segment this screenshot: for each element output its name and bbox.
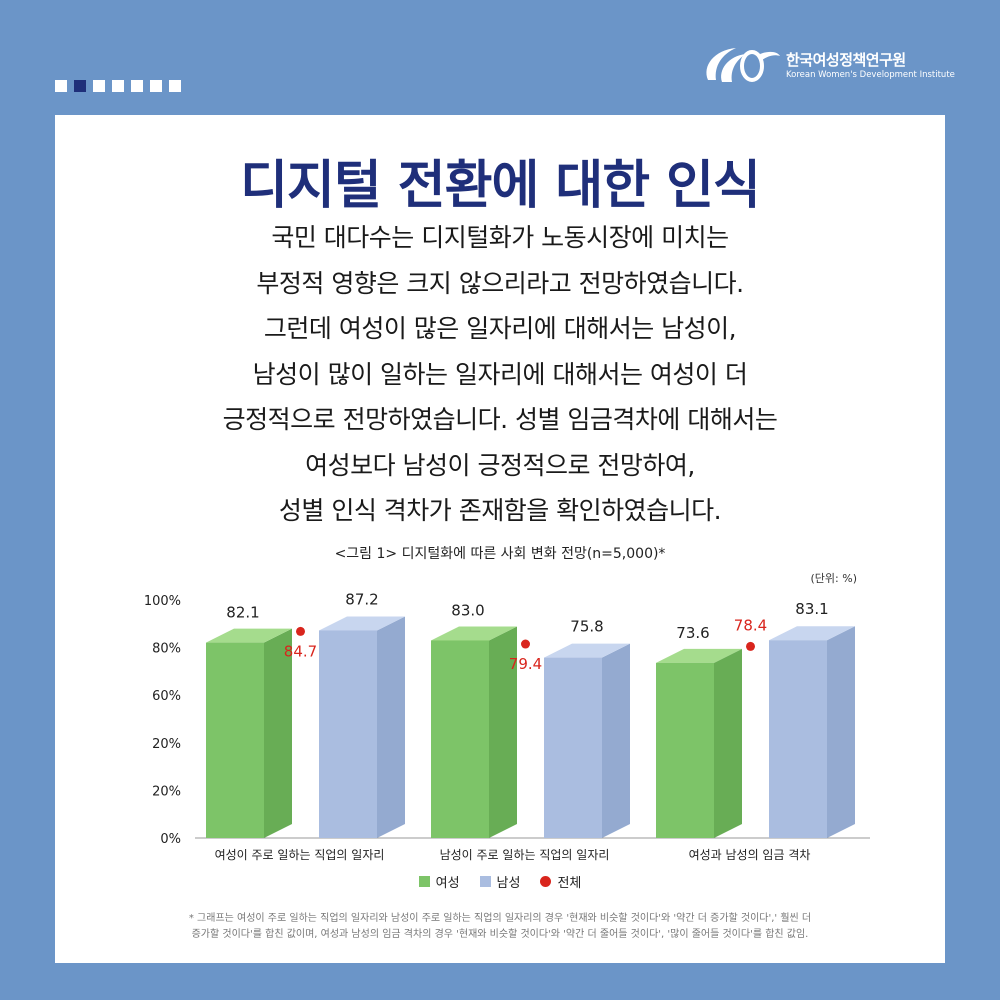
dot bbox=[112, 80, 124, 92]
org-name-korean: 한국여성정책연구원 bbox=[786, 51, 906, 69]
y-tick-label: 20% bbox=[152, 737, 181, 752]
marker-total bbox=[521, 639, 530, 649]
category-label: 여성이 주로 일하는 직업의 일자리 bbox=[215, 848, 385, 862]
legend-label-male: 남성 bbox=[496, 876, 521, 891]
body-line: 국민 대다수는 디지털화가 노동시장에 미치는 bbox=[271, 223, 729, 252]
page-title: 디지털 전환에 대한 인식 bbox=[240, 156, 761, 216]
data-label-total: 79.4 bbox=[509, 655, 542, 673]
bar-male-top bbox=[544, 643, 630, 658]
legend-item-total: 전체 bbox=[540, 872, 581, 891]
org-name-english: Korean Women's Development Institute bbox=[786, 70, 955, 80]
bar-female-side bbox=[489, 626, 517, 838]
bar-female bbox=[431, 640, 489, 838]
bar-female bbox=[206, 642, 264, 838]
legend-swatch-female bbox=[418, 876, 430, 887]
bar-female-side bbox=[264, 628, 292, 838]
footnote-line: 증가할 것이다'를 합친 값이며, 여성과 남성의 임금 격차의 경우 '현재와… bbox=[191, 929, 809, 940]
legend-swatch-male bbox=[479, 876, 491, 887]
dot bbox=[93, 80, 105, 92]
bar-chart: 0% 20% 20% 60% 80% 100% 82.1 87.2 84.7 여성이 주로 일하는… bbox=[144, 590, 870, 862]
marker-total bbox=[746, 641, 755, 651]
figure-title: <그림 1> 디지털화에 따른 사회 변화 전망(n=5,000)* bbox=[334, 546, 666, 562]
data-label-female: 73.6 bbox=[676, 624, 709, 642]
bar-male bbox=[769, 640, 827, 838]
dot bbox=[74, 80, 86, 92]
y-tick-label: 100% bbox=[144, 594, 181, 609]
data-label-total: 84.7 bbox=[284, 642, 317, 660]
unit-label: (단위: %) bbox=[810, 572, 857, 585]
body-line: 여성보다 남성이 긍정적으로 전망하여, bbox=[305, 450, 695, 480]
content-card: 디지털 전환에 대한 인식 국민 대다수는 디지털화가 노동시장에 미치는 부정… bbox=[55, 115, 945, 963]
body-line: 그런데 여성이 많은 일자리에 대해서는 남성이, bbox=[263, 314, 737, 343]
body-line: 부정적 영향은 크지 않으리라고 전망하였습니다. bbox=[256, 268, 744, 298]
legend-item-male: 남성 bbox=[479, 872, 521, 891]
dot bbox=[55, 80, 67, 92]
footnote: * 그래프는 여성이 주로 일하는 직업의 일자리와 남성이 주로 일하는 직업… bbox=[95, 911, 905, 943]
data-label-male: 87.2 bbox=[345, 590, 378, 608]
dot bbox=[169, 80, 181, 92]
bar-female-top bbox=[206, 628, 292, 643]
bar-male-side bbox=[377, 616, 405, 838]
bar-female bbox=[656, 662, 714, 838]
body-line: 성별 인식 격차가 존재함을 확인하였습니다. bbox=[278, 496, 722, 525]
bar-male-side bbox=[602, 643, 630, 838]
data-label-female: 82.1 bbox=[226, 604, 259, 622]
kwdi-logo-icon bbox=[706, 48, 780, 82]
data-label-male: 83.1 bbox=[795, 600, 828, 618]
bar-female-top bbox=[656, 648, 742, 663]
chart-legend: 여성 남성 전체 bbox=[55, 872, 945, 891]
legend-label-female: 여성 bbox=[435, 876, 460, 891]
category-label: 남성이 주로 일하는 직업의 일자리 bbox=[440, 848, 610, 862]
data-label-male: 75.8 bbox=[570, 618, 603, 636]
bar-male-top bbox=[769, 626, 855, 641]
y-tick-label: 60% bbox=[152, 689, 181, 704]
decorative-dots bbox=[55, 80, 181, 92]
bar-male bbox=[544, 657, 602, 838]
body-paragraph: 국민 대다수는 디지털화가 노동시장에 미치는 부정적 영향은 크지 않으리라고… bbox=[75, 215, 925, 534]
legend-item-female: 여성 bbox=[418, 872, 460, 891]
legend-label-total: 전체 bbox=[557, 876, 582, 891]
y-tick-label: 80% bbox=[152, 642, 181, 657]
marker-total bbox=[296, 626, 305, 636]
footnote-line: * 그래프는 여성이 주로 일하는 직업의 일자리와 남성이 주로 일하는 직업… bbox=[188, 913, 812, 924]
bar-male-top bbox=[319, 616, 405, 631]
dot bbox=[150, 80, 162, 92]
data-label-total: 78.4 bbox=[734, 616, 767, 634]
y-tick-label: 20% bbox=[152, 784, 181, 799]
bar-female-top bbox=[431, 626, 517, 641]
bar-male-side bbox=[827, 626, 855, 838]
body-line: 남성이 많이 일하는 일자리에 대해서는 여성이 더 bbox=[252, 359, 748, 389]
body-line: 긍정적으로 전망하였습니다. 성별 임금격차에 대해서는 bbox=[222, 405, 778, 434]
bar-male bbox=[319, 630, 377, 838]
bar-female-side bbox=[714, 648, 742, 838]
legend-swatch-total bbox=[540, 876, 552, 887]
category-label: 여성과 남성의 임금 격차 bbox=[689, 848, 811, 862]
data-label-female: 83.0 bbox=[451, 601, 484, 619]
y-tick-label: 0% bbox=[160, 832, 181, 847]
dot bbox=[131, 80, 143, 92]
org-logo: 한국여성정책연구원 Korean Women's Development Ins… bbox=[700, 44, 955, 88]
